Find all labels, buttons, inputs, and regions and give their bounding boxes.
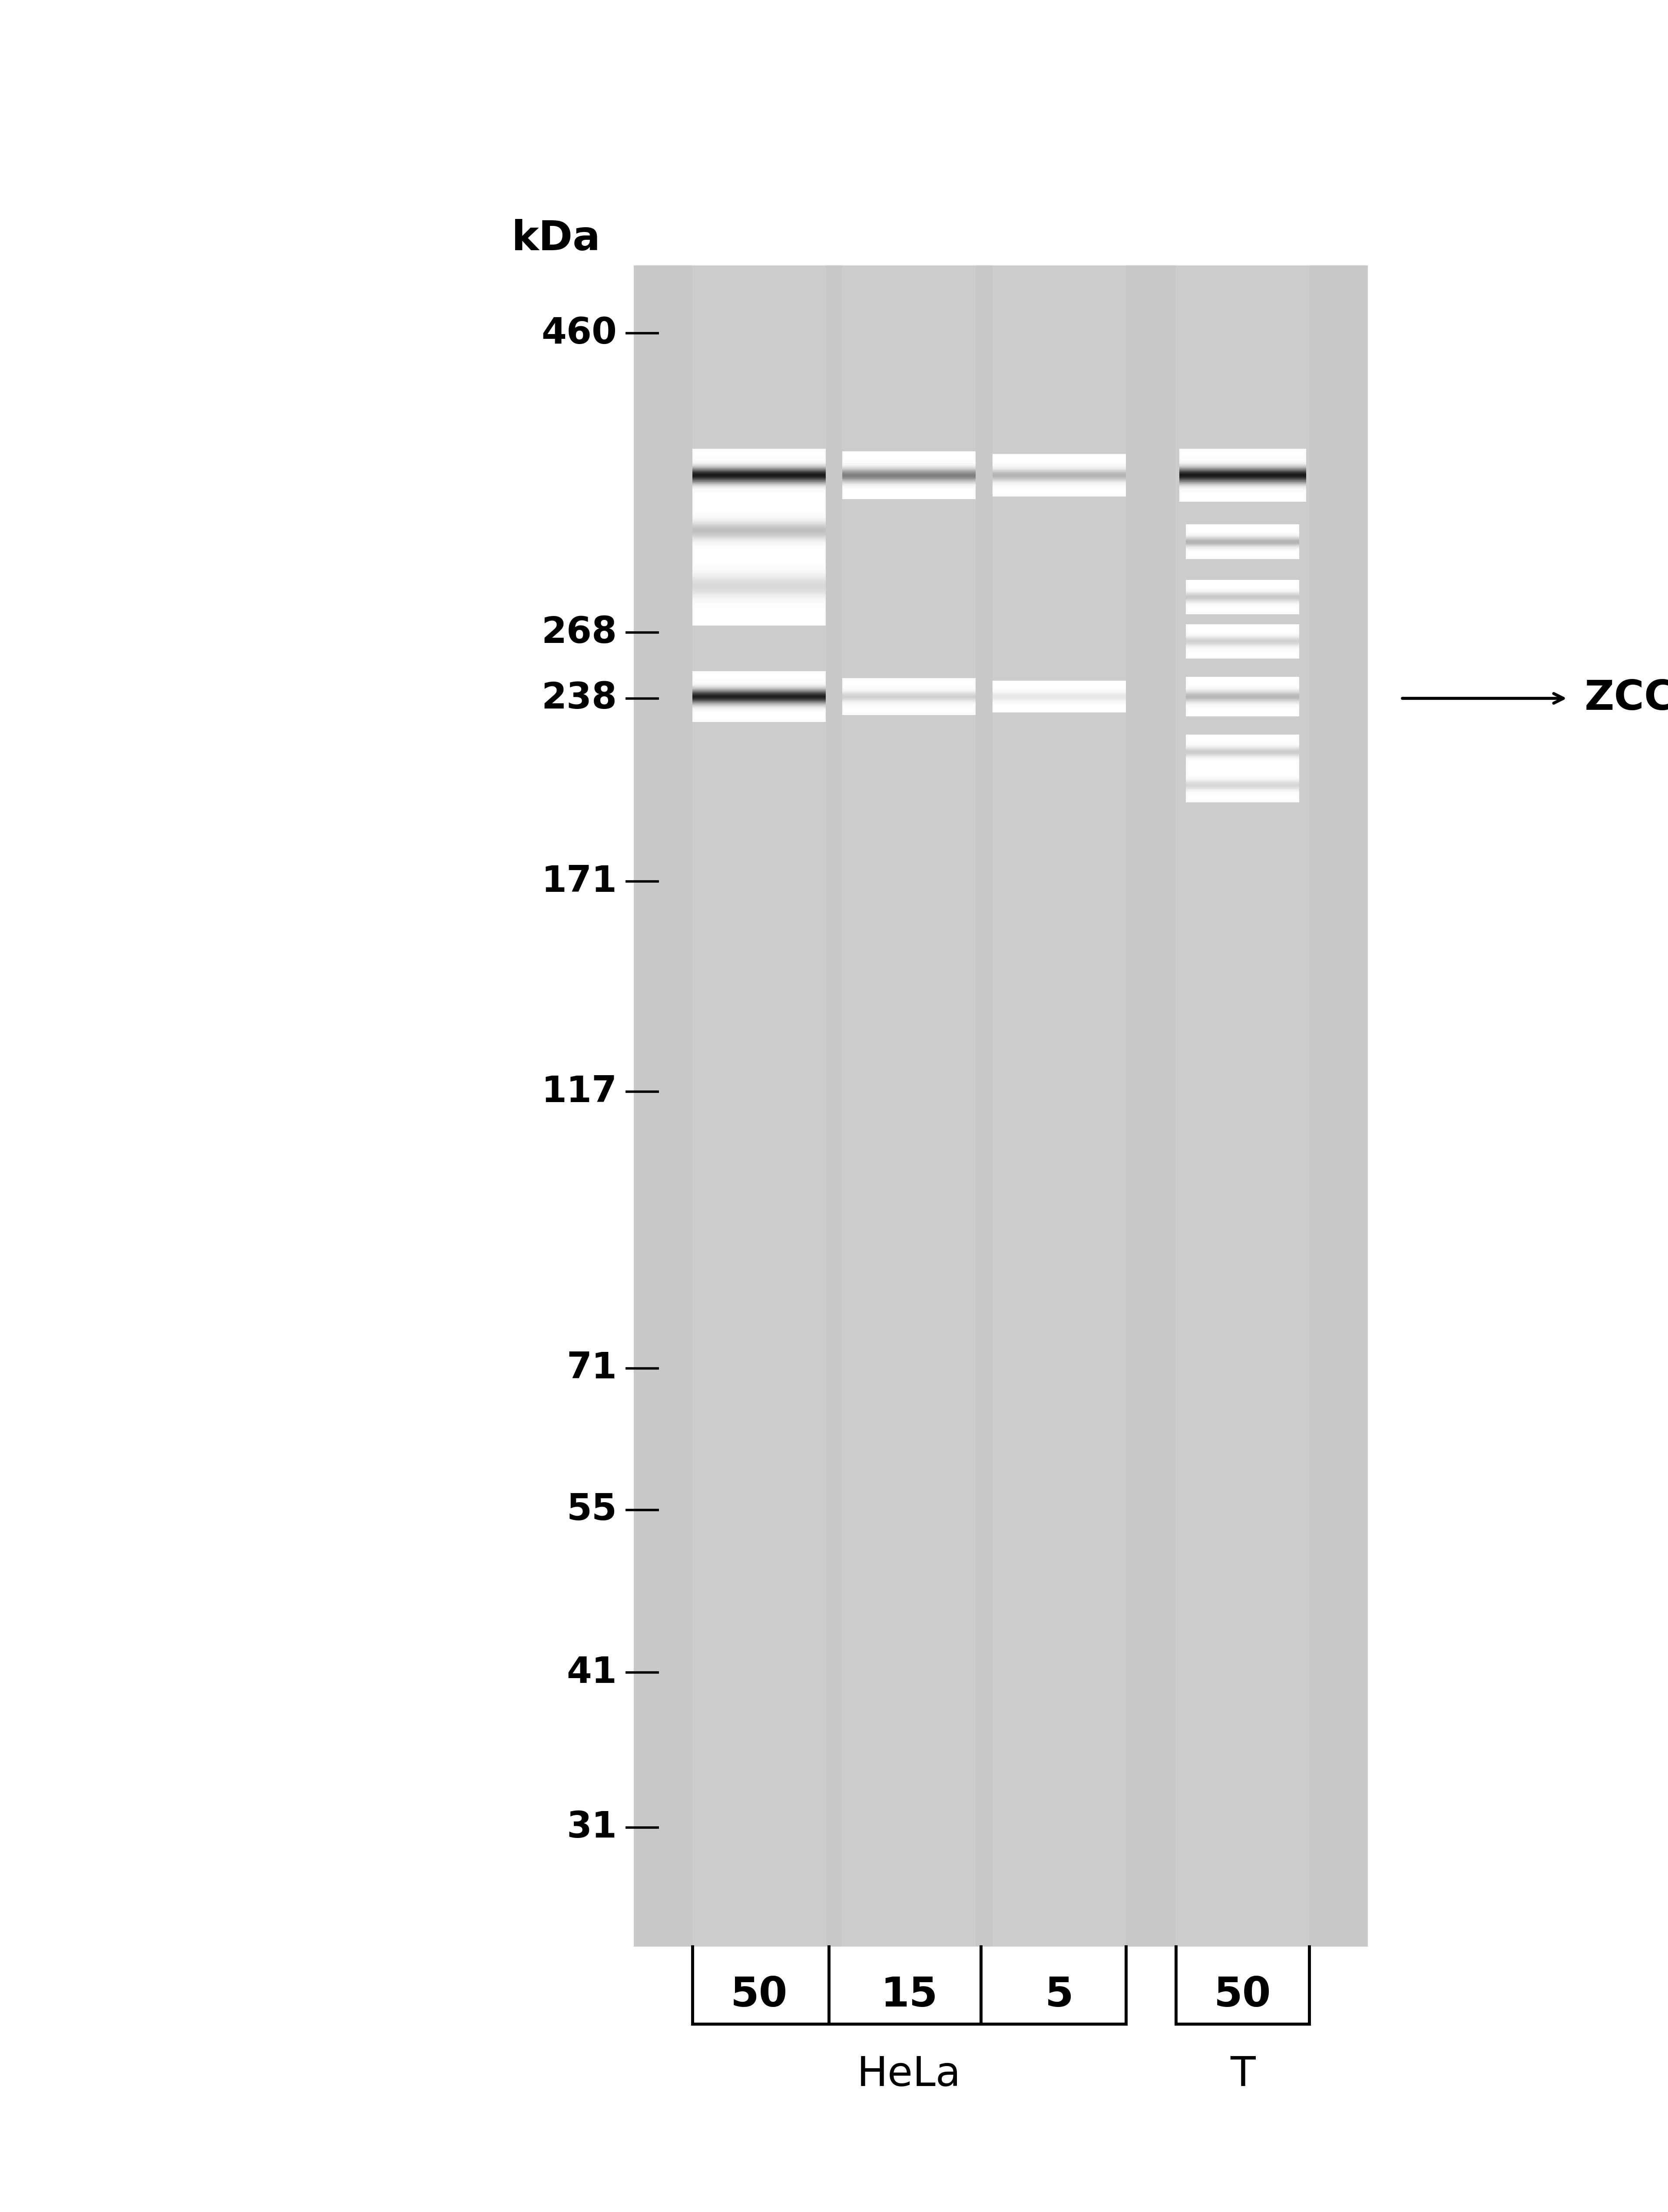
Text: 5: 5 bbox=[1044, 1975, 1074, 2015]
Text: HeLa: HeLa bbox=[857, 2055, 961, 2095]
Text: 50: 50 bbox=[731, 1975, 787, 2015]
Bar bbox=[992, 265, 1126, 1947]
Text: 15: 15 bbox=[881, 1975, 937, 2015]
Text: 71: 71 bbox=[567, 1352, 617, 1387]
Bar bbox=[634, 265, 1368, 1947]
Text: 31: 31 bbox=[567, 1809, 617, 1845]
Text: T: T bbox=[1229, 2055, 1256, 2095]
Text: 50: 50 bbox=[1214, 1975, 1271, 2015]
Text: kDa: kDa bbox=[512, 219, 600, 259]
Text: 117: 117 bbox=[542, 1075, 617, 1108]
Bar bbox=[842, 265, 976, 1947]
Bar bbox=[692, 265, 826, 1947]
Text: 238: 238 bbox=[542, 681, 617, 717]
Text: 55: 55 bbox=[567, 1493, 617, 1528]
Text: 41: 41 bbox=[567, 1655, 617, 1690]
Text: 460: 460 bbox=[542, 316, 617, 352]
Text: 268: 268 bbox=[542, 615, 617, 650]
Text: ZCCHC11: ZCCHC11 bbox=[1585, 679, 1668, 719]
Bar bbox=[1176, 265, 1309, 1947]
Text: 171: 171 bbox=[542, 865, 617, 898]
